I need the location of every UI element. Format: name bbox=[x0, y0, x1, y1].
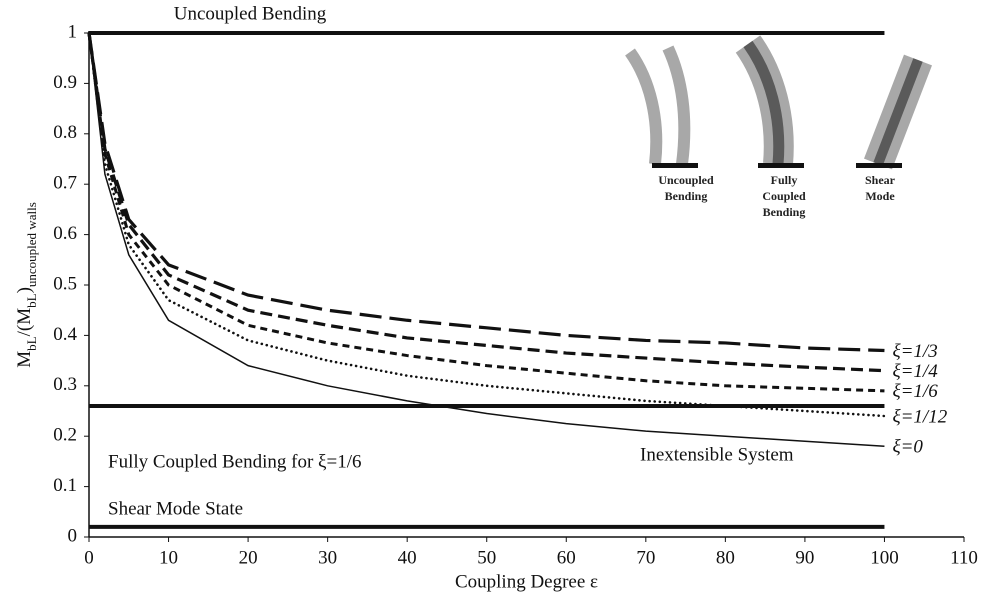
inset-label: Bending bbox=[763, 205, 806, 219]
annotation: Inextensible System bbox=[640, 444, 794, 465]
series-label: ξ=1/3 bbox=[892, 341, 937, 362]
y-tick-label: 0.8 bbox=[53, 122, 77, 143]
inset-label: Bending bbox=[665, 189, 708, 203]
series-line bbox=[87, 32, 885, 393]
y-axis-label: MbL/(MbL)uncoupled walls bbox=[14, 202, 39, 367]
x-tick-label: 100 bbox=[870, 547, 899, 568]
series-line bbox=[88, 32, 885, 448]
y-axis-label-part: uncoupled walls bbox=[24, 202, 39, 287]
line-label: Shear Mode State bbox=[108, 498, 243, 519]
x-tick-label: 80 bbox=[716, 547, 735, 568]
series-label: ξ=0 bbox=[892, 437, 923, 458]
x-tick-label: 50 bbox=[477, 547, 496, 568]
y-axis-label-part: /(M bbox=[14, 308, 35, 337]
wall-icon bbox=[743, 40, 785, 165]
y-tick-label: 0.1 bbox=[53, 475, 77, 496]
x-tick-label: 70 bbox=[636, 547, 655, 568]
line-label: Uncoupled Bending bbox=[174, 3, 327, 24]
y-tick-label: 0.7 bbox=[53, 173, 77, 194]
x-tick-label: 10 bbox=[159, 547, 178, 568]
x-tick-label: 110 bbox=[950, 547, 978, 568]
x-tick-label: 20 bbox=[239, 547, 258, 568]
y-tick-label: 0.2 bbox=[53, 425, 77, 446]
x-axis-label: Coupling Degree ε bbox=[455, 571, 598, 592]
y-tick-label: 1 bbox=[68, 21, 78, 42]
wall-icon bbox=[662, 45, 691, 165]
y-axis-label-part: ) bbox=[14, 287, 35, 293]
series-label: ξ=1/4 bbox=[892, 361, 938, 382]
base-icon bbox=[856, 163, 902, 168]
x-tick-label: 60 bbox=[557, 547, 576, 568]
inset-label: Coupled bbox=[762, 189, 806, 203]
series-line bbox=[87, 32, 885, 373]
x-tick-label: 0 bbox=[84, 547, 94, 568]
wall-icon bbox=[873, 58, 923, 166]
y-axis-label-part: bL bbox=[24, 293, 39, 308]
base-icon bbox=[758, 163, 804, 168]
y-tick-label: 0.5 bbox=[53, 273, 77, 294]
inset-label: Fully bbox=[771, 173, 798, 187]
y-tick-label: 0.6 bbox=[53, 223, 77, 244]
series-label: ξ=1/6 bbox=[892, 381, 938, 402]
x-tick-label: 40 bbox=[398, 547, 417, 568]
inset-label: Shear bbox=[865, 173, 896, 187]
series-label: ξ=1/12 bbox=[892, 406, 947, 427]
y-tick-label: 0.9 bbox=[53, 72, 77, 93]
y-tick-label: 0 bbox=[68, 525, 78, 546]
inset-label: Uncoupled bbox=[658, 173, 714, 187]
y-tick-label: 0.4 bbox=[53, 324, 77, 345]
y-axis-label-part: M bbox=[14, 351, 35, 368]
inset-figure: Uncoupled Bending Fully Coupled Bending Shear… bbox=[625, 35, 933, 219]
y-tick-label: 0.3 bbox=[53, 374, 77, 395]
base-icon bbox=[652, 163, 698, 168]
inset-label: Mode bbox=[865, 189, 895, 203]
x-tick-label: 30 bbox=[318, 547, 337, 568]
wall-icon bbox=[625, 48, 663, 165]
y-axis-label-part: bL bbox=[24, 336, 39, 351]
line-label: Fully Coupled Bending for ξ=1/6 bbox=[108, 451, 362, 472]
x-tick-label: 90 bbox=[795, 547, 814, 568]
